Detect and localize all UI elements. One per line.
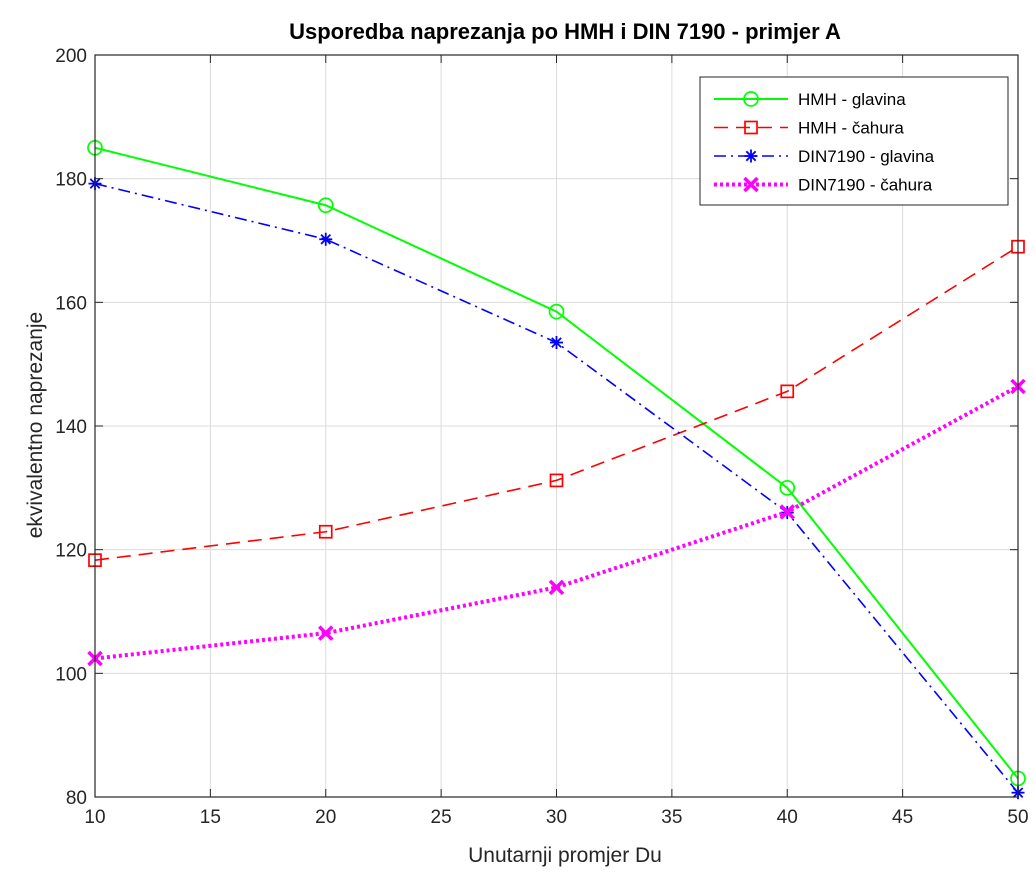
data-point — [779, 504, 795, 520]
legend-label: DIN7190 - čahura — [798, 176, 933, 195]
data-point — [317, 197, 334, 214]
data-point — [548, 579, 565, 596]
series-line — [94, 146, 1019, 780]
data-point — [318, 625, 334, 641]
data-point — [549, 473, 564, 488]
chart-title: Usporedba naprezanja po HMH i DIN 7190 -… — [289, 19, 841, 44]
x-tick-label: 30 — [546, 807, 567, 828]
y-tick-label: 100 — [55, 664, 87, 685]
legend-marker — [743, 176, 759, 193]
data-point — [318, 524, 333, 539]
x-tick-label: 25 — [431, 807, 452, 828]
legend-label: HMH - glavina — [798, 90, 906, 109]
x-tick-label: 50 — [1007, 807, 1028, 828]
x-tick-label: 10 — [84, 807, 105, 828]
legend-label: HMH - čahura — [798, 119, 904, 138]
x-tick-label: 15 — [200, 807, 221, 828]
legend-item: HMH - glavina — [714, 90, 906, 109]
axis-ticks: 10 15 20 25 30 35 40 45 50 80 100 120 140 160 180 200 — [55, 46, 1028, 828]
legend-marker — [743, 91, 759, 107]
series-line — [94, 246, 1019, 561]
data-point — [780, 384, 795, 399]
x-tick-label: 20 — [315, 807, 336, 828]
x-tick-label: 45 — [892, 807, 913, 828]
y-tick-label: 120 — [55, 541, 87, 562]
data-point — [779, 479, 796, 496]
x-tick-label: 35 — [661, 807, 682, 828]
legend-item: DIN7190 - čahura — [714, 176, 933, 195]
legend-item: HMH - čahura — [714, 119, 904, 138]
y-tick-label: 200 — [55, 46, 87, 67]
y-tick-label: 160 — [55, 293, 87, 314]
legend-item: DIN7190 - glavina — [714, 147, 935, 166]
x-axis-label: Unutarnji promjer Du — [468, 844, 662, 867]
y-tick-label: 140 — [55, 417, 87, 438]
data-point — [319, 232, 333, 246]
y-axis-label: ekvivalentno naprezanje — [24, 312, 47, 539]
y-tick-label: 180 — [55, 170, 87, 191]
legend: HMH - glavina HMH - čahura DIN7190 - glavi… — [699, 76, 1009, 206]
legend-marker — [744, 149, 758, 163]
data-point — [548, 303, 565, 320]
y-tick-label: 80 — [66, 788, 87, 809]
data-point — [550, 336, 563, 350]
x-tick-label: 40 — [777, 807, 798, 828]
legend-label: DIN7190 - glavina — [798, 147, 935, 166]
legend-marker — [744, 120, 758, 135]
